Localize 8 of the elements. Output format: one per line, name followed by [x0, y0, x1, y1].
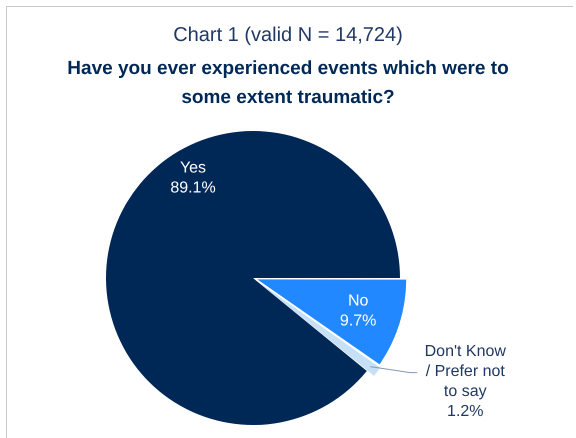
slice-label: No — [348, 292, 368, 310]
chart-subtitle: Have you ever experienced events which were to some extent traumatic? — [66, 57, 510, 110]
slice-label: Yes — [180, 159, 206, 176]
slice-label: Don't Know / Prefer not to say — [424, 343, 506, 400]
chart-title: Chart 1 (valid N = 14,724) — [172, 24, 404, 47]
data-label: 1.2% — [447, 403, 484, 420]
data-label: 89.1% — [170, 179, 216, 196]
data-label: 9.7% — [340, 312, 376, 330]
